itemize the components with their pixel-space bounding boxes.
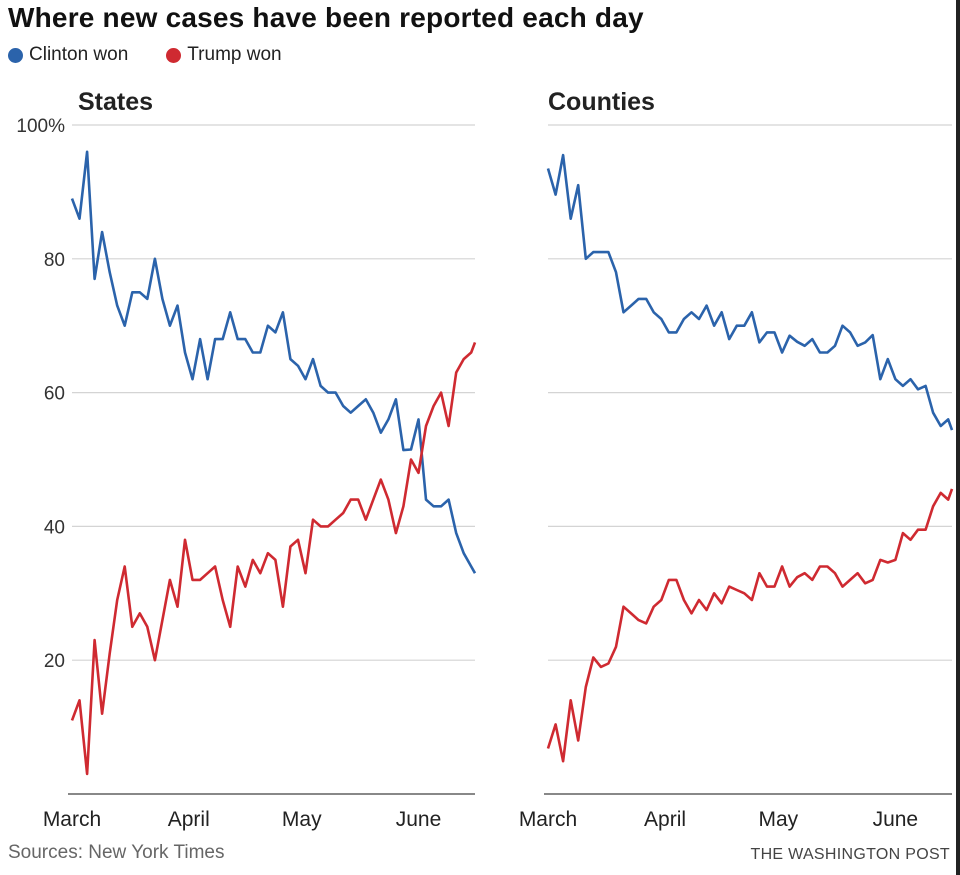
image-border [956, 0, 960, 875]
y-tick-label: 80 [44, 250, 65, 271]
x-tick-label: June [873, 808, 919, 831]
x-tick-label: April [168, 808, 210, 831]
legend-label: Trump won [187, 44, 282, 65]
x-tick-label: June [396, 808, 442, 831]
series-line-clinton [70, 150, 477, 574]
y-tick-label: 100% [16, 116, 65, 137]
source-note: Sources: New York Times [8, 842, 225, 863]
legend-item-clinton: Clinton won [8, 44, 128, 66]
chart-title: Where new cases have been reported each … [8, 2, 644, 33]
publisher-credit: THE WASHINGTON POST [750, 846, 950, 863]
x-tick-label: April [644, 808, 686, 831]
legend-label: Clinton won [29, 44, 129, 65]
x-tick-label: March [43, 808, 101, 831]
series-line-trump [70, 341, 477, 776]
legend-item-trump: Trump won [166, 44, 282, 66]
legend-swatch-blue [8, 47, 23, 63]
y-tick-label: 40 [44, 517, 65, 538]
y-tick-label: 60 [44, 384, 65, 405]
series-line-trump [546, 488, 954, 763]
series-line-clinton [546, 153, 954, 431]
panel-title-states: States [78, 88, 154, 116]
x-tick-label: May [758, 808, 798, 831]
panel-title-counties: Counties [548, 88, 655, 116]
legend: Clinton won Trump won [8, 44, 282, 66]
legend-swatch-red [166, 47, 182, 63]
y-tick-label: 20 [44, 651, 65, 672]
x-tick-label: May [282, 808, 322, 831]
x-tick-label: March [519, 808, 577, 831]
